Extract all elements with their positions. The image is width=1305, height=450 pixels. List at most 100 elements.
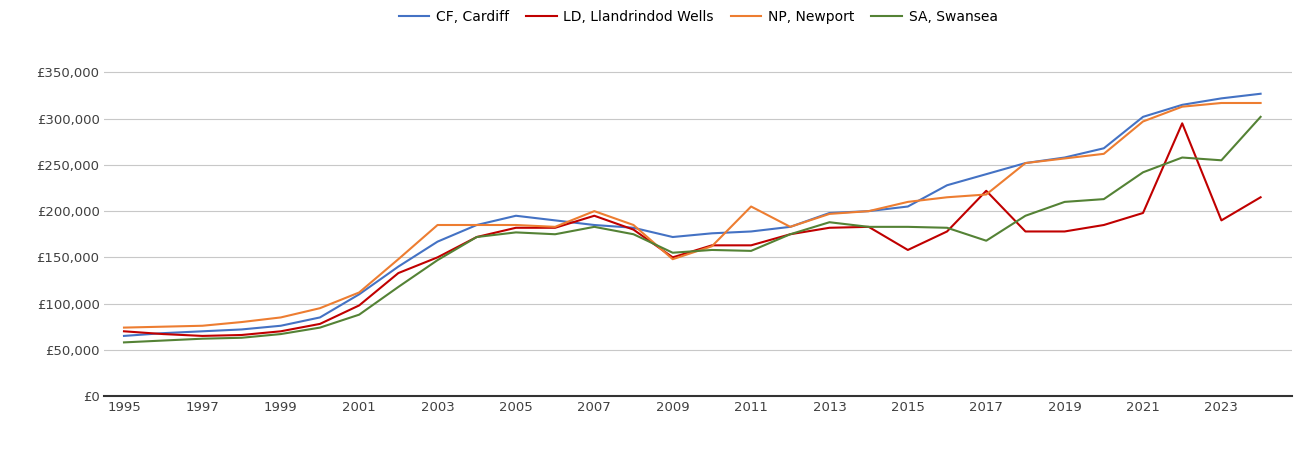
CF, Cardiff: [1253, 91, 1268, 96]
LD, Llandrindod Wells: [664, 255, 680, 260]
CF, Cardiff: [429, 239, 445, 244]
NP, Newport: [1174, 104, 1190, 109]
SA, Swansea: [979, 238, 994, 243]
CF, Cardiff: [547, 218, 562, 223]
LD, Llandrindod Wells: [1214, 218, 1229, 223]
CF, Cardiff: [625, 225, 641, 230]
SA, Swansea: [312, 325, 328, 330]
LD, Llandrindod Wells: [705, 243, 720, 248]
CF, Cardiff: [390, 264, 406, 269]
SA, Swansea: [508, 230, 523, 235]
SA, Swansea: [1135, 170, 1151, 175]
LD, Llandrindod Wells: [390, 270, 406, 276]
SA, Swansea: [194, 336, 210, 342]
SA, Swansea: [625, 232, 641, 237]
LD, Llandrindod Wells: [547, 225, 562, 230]
LD, Llandrindod Wells: [861, 224, 877, 230]
SA, Swansea: [705, 247, 720, 252]
LD, Llandrindod Wells: [351, 303, 367, 308]
NP, Newport: [508, 222, 523, 228]
SA, Swansea: [351, 312, 367, 317]
LD, Llandrindod Wells: [1096, 222, 1112, 228]
SA, Swansea: [822, 220, 838, 225]
SA, Swansea: [116, 340, 132, 345]
SA, Swansea: [273, 331, 288, 337]
LD, Llandrindod Wells: [234, 332, 249, 338]
NP, Newport: [900, 199, 916, 205]
NP, Newport: [625, 222, 641, 228]
CF, Cardiff: [508, 213, 523, 218]
LD, Llandrindod Wells: [940, 229, 955, 234]
SA, Swansea: [1018, 213, 1034, 218]
LD, Llandrindod Wells: [116, 328, 132, 334]
LD, Llandrindod Wells: [625, 227, 641, 232]
CF, Cardiff: [900, 204, 916, 209]
LD, Llandrindod Wells: [155, 331, 171, 337]
CF, Cardiff: [744, 229, 760, 234]
CF, Cardiff: [468, 222, 484, 228]
LD, Llandrindod Wells: [508, 225, 523, 230]
LD, Llandrindod Wells: [1057, 229, 1073, 234]
SA, Swansea: [547, 232, 562, 237]
LD, Llandrindod Wells: [783, 232, 799, 237]
SA, Swansea: [940, 225, 955, 230]
LD, Llandrindod Wells: [1135, 210, 1151, 216]
CF, Cardiff: [1096, 146, 1112, 151]
SA, Swansea: [1174, 155, 1190, 160]
SA, Swansea: [1214, 158, 1229, 163]
CF, Cardiff: [1018, 160, 1034, 166]
CF, Cardiff: [861, 208, 877, 214]
NP, Newport: [273, 315, 288, 320]
LD, Llandrindod Wells: [468, 234, 484, 240]
LD, Llandrindod Wells: [586, 213, 602, 218]
CF, Cardiff: [194, 328, 210, 334]
CF, Cardiff: [979, 171, 994, 177]
LD, Llandrindod Wells: [744, 243, 760, 248]
CF, Cardiff: [116, 333, 132, 338]
CF, Cardiff: [783, 224, 799, 230]
SA, Swansea: [744, 248, 760, 254]
NP, Newport: [1018, 160, 1034, 166]
Line: LD, Llandrindod Wells: LD, Llandrindod Wells: [124, 123, 1261, 336]
NP, Newport: [940, 194, 955, 200]
SA, Swansea: [1253, 114, 1268, 120]
LD, Llandrindod Wells: [1174, 121, 1190, 126]
LD, Llandrindod Wells: [312, 321, 328, 327]
CF, Cardiff: [312, 315, 328, 320]
SA, Swansea: [664, 250, 680, 256]
CF, Cardiff: [1057, 155, 1073, 160]
NP, Newport: [468, 222, 484, 228]
Line: SA, Swansea: SA, Swansea: [124, 117, 1261, 342]
LD, Llandrindod Wells: [273, 328, 288, 334]
NP, Newport: [586, 208, 602, 214]
LD, Llandrindod Wells: [900, 247, 916, 252]
NP, Newport: [1253, 100, 1268, 106]
NP, Newport: [1135, 119, 1151, 124]
CF, Cardiff: [1214, 96, 1229, 101]
SA, Swansea: [429, 257, 445, 263]
LD, Llandrindod Wells: [429, 255, 445, 260]
CF, Cardiff: [940, 183, 955, 188]
NP, Newport: [390, 256, 406, 262]
SA, Swansea: [1096, 196, 1112, 202]
CF, Cardiff: [664, 234, 680, 240]
NP, Newport: [351, 290, 367, 295]
NP, Newport: [979, 192, 994, 197]
NP, Newport: [1096, 151, 1112, 157]
CF, Cardiff: [234, 327, 249, 332]
Line: NP, Newport: NP, Newport: [124, 103, 1261, 328]
CF, Cardiff: [705, 230, 720, 236]
LD, Llandrindod Wells: [1253, 194, 1268, 200]
CF, Cardiff: [273, 323, 288, 328]
CF, Cardiff: [1135, 114, 1151, 120]
NP, Newport: [312, 306, 328, 311]
CF, Cardiff: [1174, 102, 1190, 108]
NP, Newport: [194, 323, 210, 328]
SA, Swansea: [390, 284, 406, 290]
LD, Llandrindod Wells: [194, 333, 210, 338]
NP, Newport: [1057, 156, 1073, 161]
NP, Newport: [822, 211, 838, 216]
NP, Newport: [547, 224, 562, 230]
SA, Swansea: [468, 234, 484, 240]
SA, Swansea: [900, 224, 916, 230]
